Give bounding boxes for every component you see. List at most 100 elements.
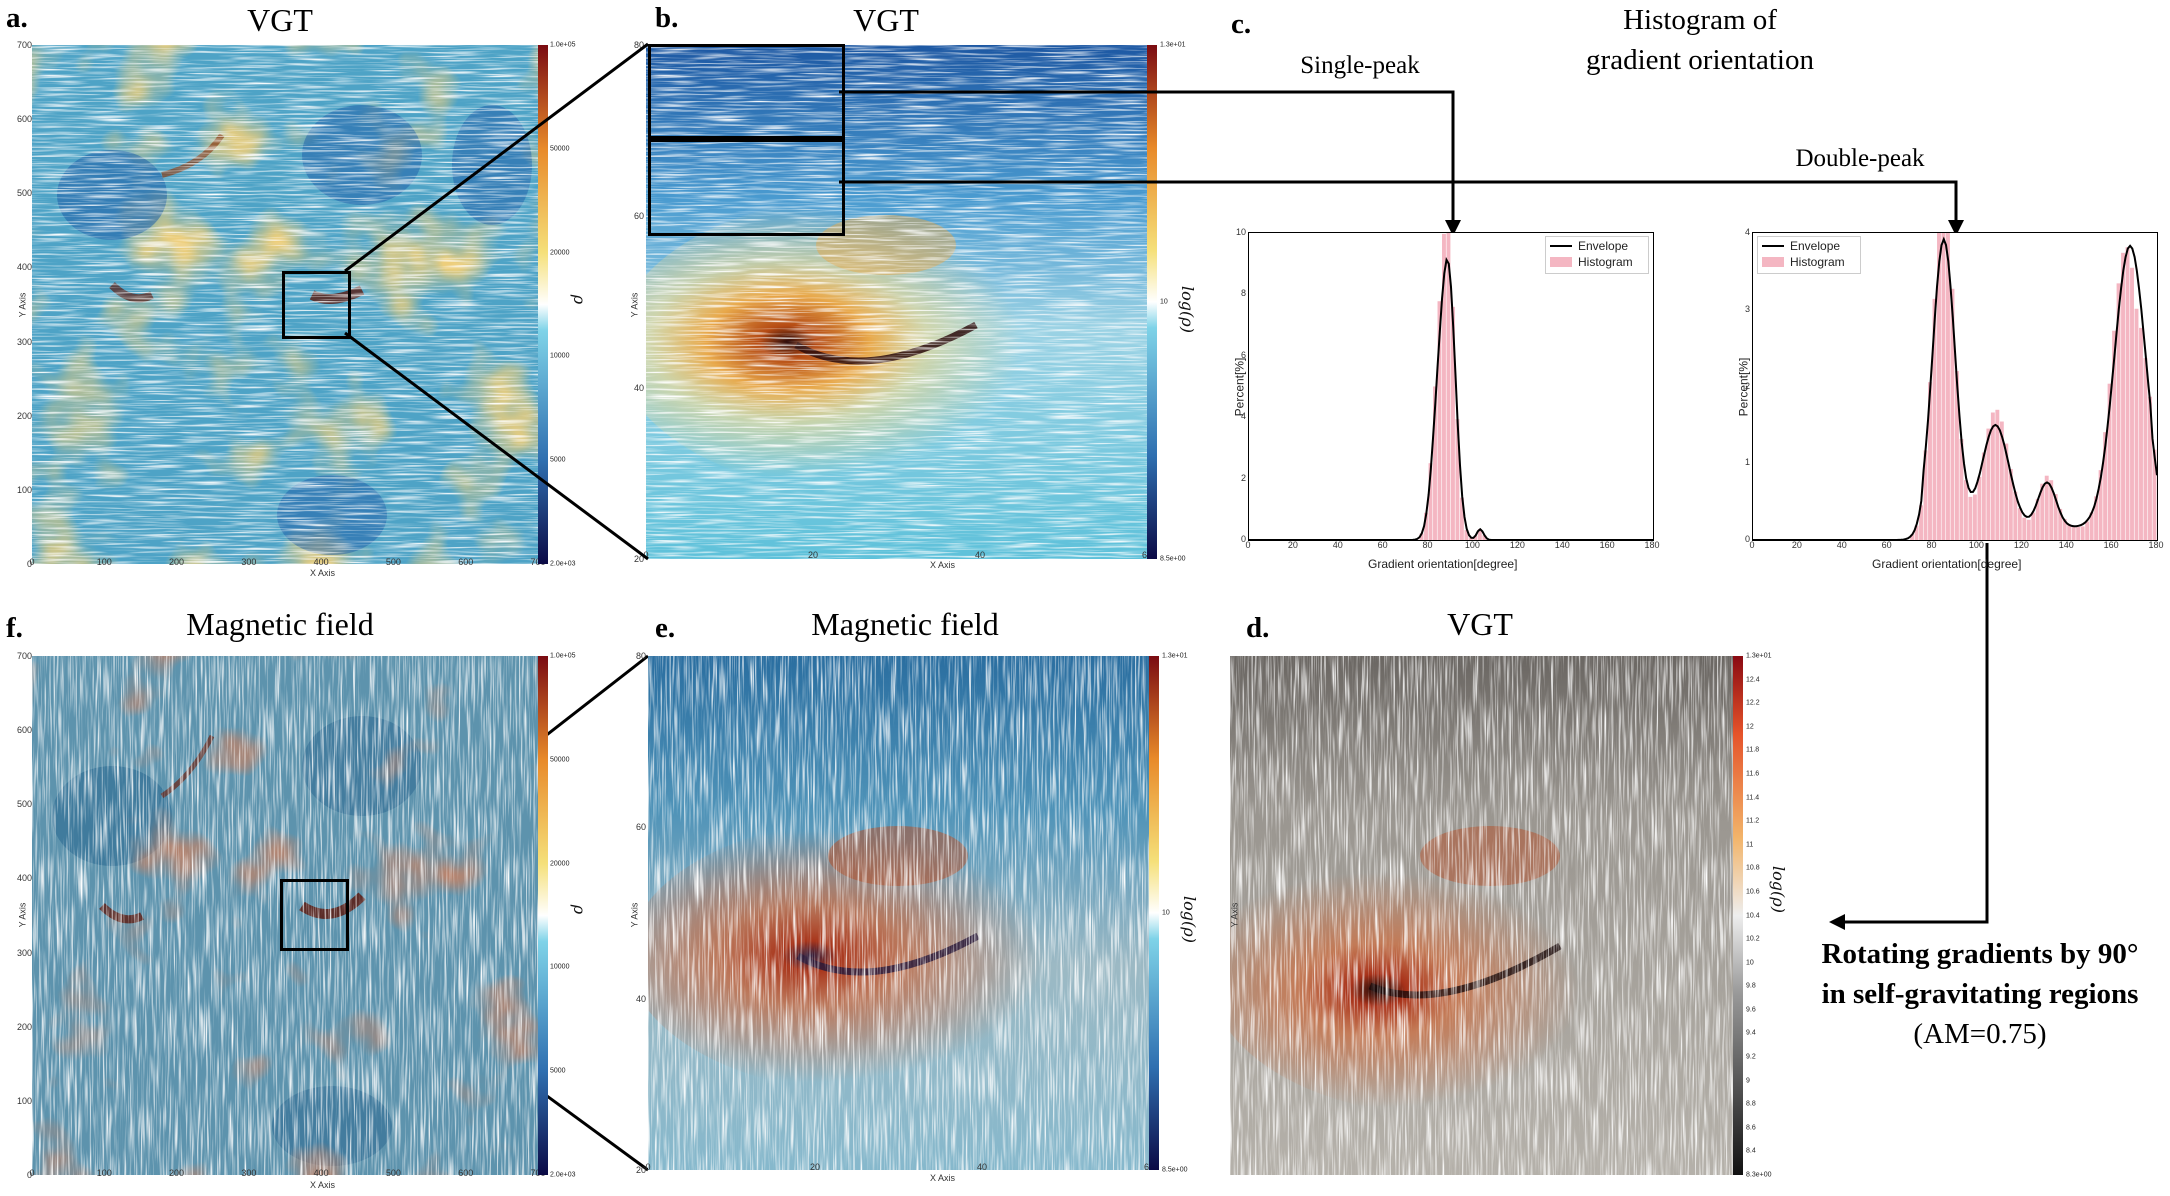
tick-label: 300 bbox=[241, 557, 257, 567]
histogram-bar bbox=[2053, 494, 2058, 540]
histogram-bar bbox=[1910, 534, 1914, 540]
histogram-bar bbox=[1963, 480, 1968, 540]
histogram-bar bbox=[2035, 498, 2040, 540]
histogram-bar bbox=[2031, 512, 2036, 540]
tick-label: 6 bbox=[1240, 349, 1246, 360]
histogram-bar bbox=[1919, 505, 1923, 540]
conclusion-line3: (AM=0.75) bbox=[1913, 1018, 2047, 1050]
single-peak-histogram bbox=[1248, 228, 1654, 541]
histogram-bar bbox=[1959, 438, 1964, 540]
histogram-bar bbox=[1937, 226, 1941, 540]
tick-label: 80 bbox=[1926, 540, 1937, 550]
tick-label: 200 bbox=[169, 1168, 185, 1178]
tick-label: 300 bbox=[16, 947, 32, 958]
cbar-tick: 12.4 bbox=[1746, 676, 1760, 684]
panel-e-xaxis: X Axis bbox=[930, 1173, 956, 1183]
cbar-tick: 10.6 bbox=[1746, 888, 1760, 896]
tick-label: 4 bbox=[1240, 411, 1246, 422]
cbar-tick: 20000 bbox=[550, 249, 570, 257]
panel-f-yticks: 700 600 500 400 300 200 100 0 bbox=[16, 651, 32, 1180]
histogram-bar bbox=[2040, 483, 2045, 540]
tick-label: 100 bbox=[1968, 540, 1984, 550]
histogram-bar bbox=[1972, 494, 1977, 540]
panel-d-label: d. bbox=[1246, 612, 1270, 644]
histogram-bar bbox=[1955, 371, 1959, 540]
panel-a-title: VGT bbox=[247, 2, 313, 38]
tick-label: 0 bbox=[29, 1168, 35, 1178]
panel-a-colorbar bbox=[538, 45, 548, 564]
cbar-tick: 9.8 bbox=[1746, 982, 1756, 990]
panel-e-colorbar bbox=[1149, 656, 1159, 1170]
tick-label: 400 bbox=[16, 262, 32, 273]
legend-histogram: Histogram bbox=[1578, 255, 1633, 269]
tick-label: 0 bbox=[645, 1162, 651, 1172]
tick-label: 0 bbox=[26, 1170, 32, 1180]
panel-f-cbar-ticks: 1.0e+05 50000 20000 10000 5000 2.0e+03 bbox=[550, 653, 590, 1179]
histogram-bar bbox=[1995, 409, 2000, 540]
panel-e-label: e. bbox=[655, 612, 676, 644]
panel-b-image bbox=[646, 45, 1147, 559]
cbar-tick: 10000 bbox=[550, 352, 570, 360]
histogram-bar bbox=[2139, 327, 2143, 540]
tick-label: 200 bbox=[16, 410, 32, 421]
tick-label: 80 bbox=[635, 651, 646, 661]
cbar-tick: 1.3e+01 bbox=[1746, 652, 1772, 660]
tick-label: 100 bbox=[96, 557, 112, 567]
cbar-tick: 8.8 bbox=[1746, 1100, 1756, 1108]
panel-f-cbar-label: ρ bbox=[570, 904, 590, 915]
envelope-swatch bbox=[1550, 245, 1572, 247]
cbar-tick: 50000 bbox=[550, 145, 570, 153]
histogram-bar bbox=[1999, 421, 2004, 540]
tick-label: 100 bbox=[96, 1168, 112, 1178]
histogram-bar bbox=[1424, 512, 1428, 540]
tick-label: 80 bbox=[633, 40, 644, 50]
cbar-tick: 1.3e+01 bbox=[1162, 652, 1188, 660]
cbar-tick: 50000 bbox=[550, 756, 570, 764]
panel-a-yticks: 700 600 500 400 300 200 100 0 bbox=[16, 40, 32, 569]
single-hist-yticks: 10 8 6 4 2 0 bbox=[1228, 227, 1246, 544]
panel-d-cbar-label: log(ρ) bbox=[1768, 866, 1788, 913]
tick-label: 20 bbox=[807, 550, 819, 560]
tick-label: 40 bbox=[974, 550, 986, 560]
double-peak-label: Double-peak bbox=[1795, 145, 1925, 172]
cbar-tick: 10 bbox=[1160, 298, 1168, 306]
histogram-bar bbox=[1433, 386, 1437, 540]
cbar-tick: 1.3e+01 bbox=[1160, 41, 1186, 49]
cbar-tick: 11.4 bbox=[1746, 794, 1760, 802]
legend-envelope: Envelope bbox=[1790, 239, 1841, 253]
histogram-bar bbox=[2121, 252, 2125, 541]
panel-b-label: b. bbox=[655, 2, 679, 34]
tick-label: 500 bbox=[16, 188, 32, 199]
histogram-bar bbox=[2071, 526, 2076, 540]
tick-label: 0 bbox=[29, 557, 35, 567]
histogram-bar bbox=[1442, 233, 1446, 540]
tick-label: 0 bbox=[1240, 534, 1246, 544]
tick-label: 200 bbox=[16, 1021, 32, 1032]
histogram-bar bbox=[2130, 267, 2134, 540]
tick-label: 400 bbox=[313, 557, 329, 567]
tick-label: 400 bbox=[16, 873, 32, 884]
histogram-bar bbox=[2067, 524, 2072, 540]
panel-c-title-line1: Histogram of bbox=[1623, 4, 1777, 36]
tick-label: 120 bbox=[2013, 540, 2029, 550]
histogram-bar bbox=[2013, 491, 2018, 540]
tick-label: 200 bbox=[169, 557, 185, 567]
single-hist-xlabel: Gradient orientation[degree] bbox=[1368, 557, 1518, 571]
tick-label: 1 bbox=[1744, 457, 1750, 468]
cbar-tick: 10.8 bbox=[1746, 864, 1760, 872]
cbar-tick: 5000 bbox=[550, 456, 566, 464]
histogram-bar bbox=[2004, 443, 2009, 540]
cbar-tick: 11 bbox=[1746, 841, 1754, 849]
conclusion-line1: Rotating gradients by 90° bbox=[1821, 938, 2139, 970]
cbar-tick: 8.4 bbox=[1746, 1147, 1756, 1155]
panel-a-label: a. bbox=[6, 2, 28, 34]
panel-b-title: VGT bbox=[853, 2, 919, 38]
tick-label: 140 bbox=[2058, 540, 2074, 550]
panel-d-yaxis: Y Axis bbox=[1229, 902, 1240, 928]
histogram-bar bbox=[2089, 512, 2094, 540]
cbar-tick: 10000 bbox=[550, 963, 570, 971]
panel-e-cbar-label: log(ρ) bbox=[1179, 896, 1199, 943]
tick-label: 600 bbox=[458, 557, 474, 567]
tick-label: 0 bbox=[1744, 534, 1750, 544]
